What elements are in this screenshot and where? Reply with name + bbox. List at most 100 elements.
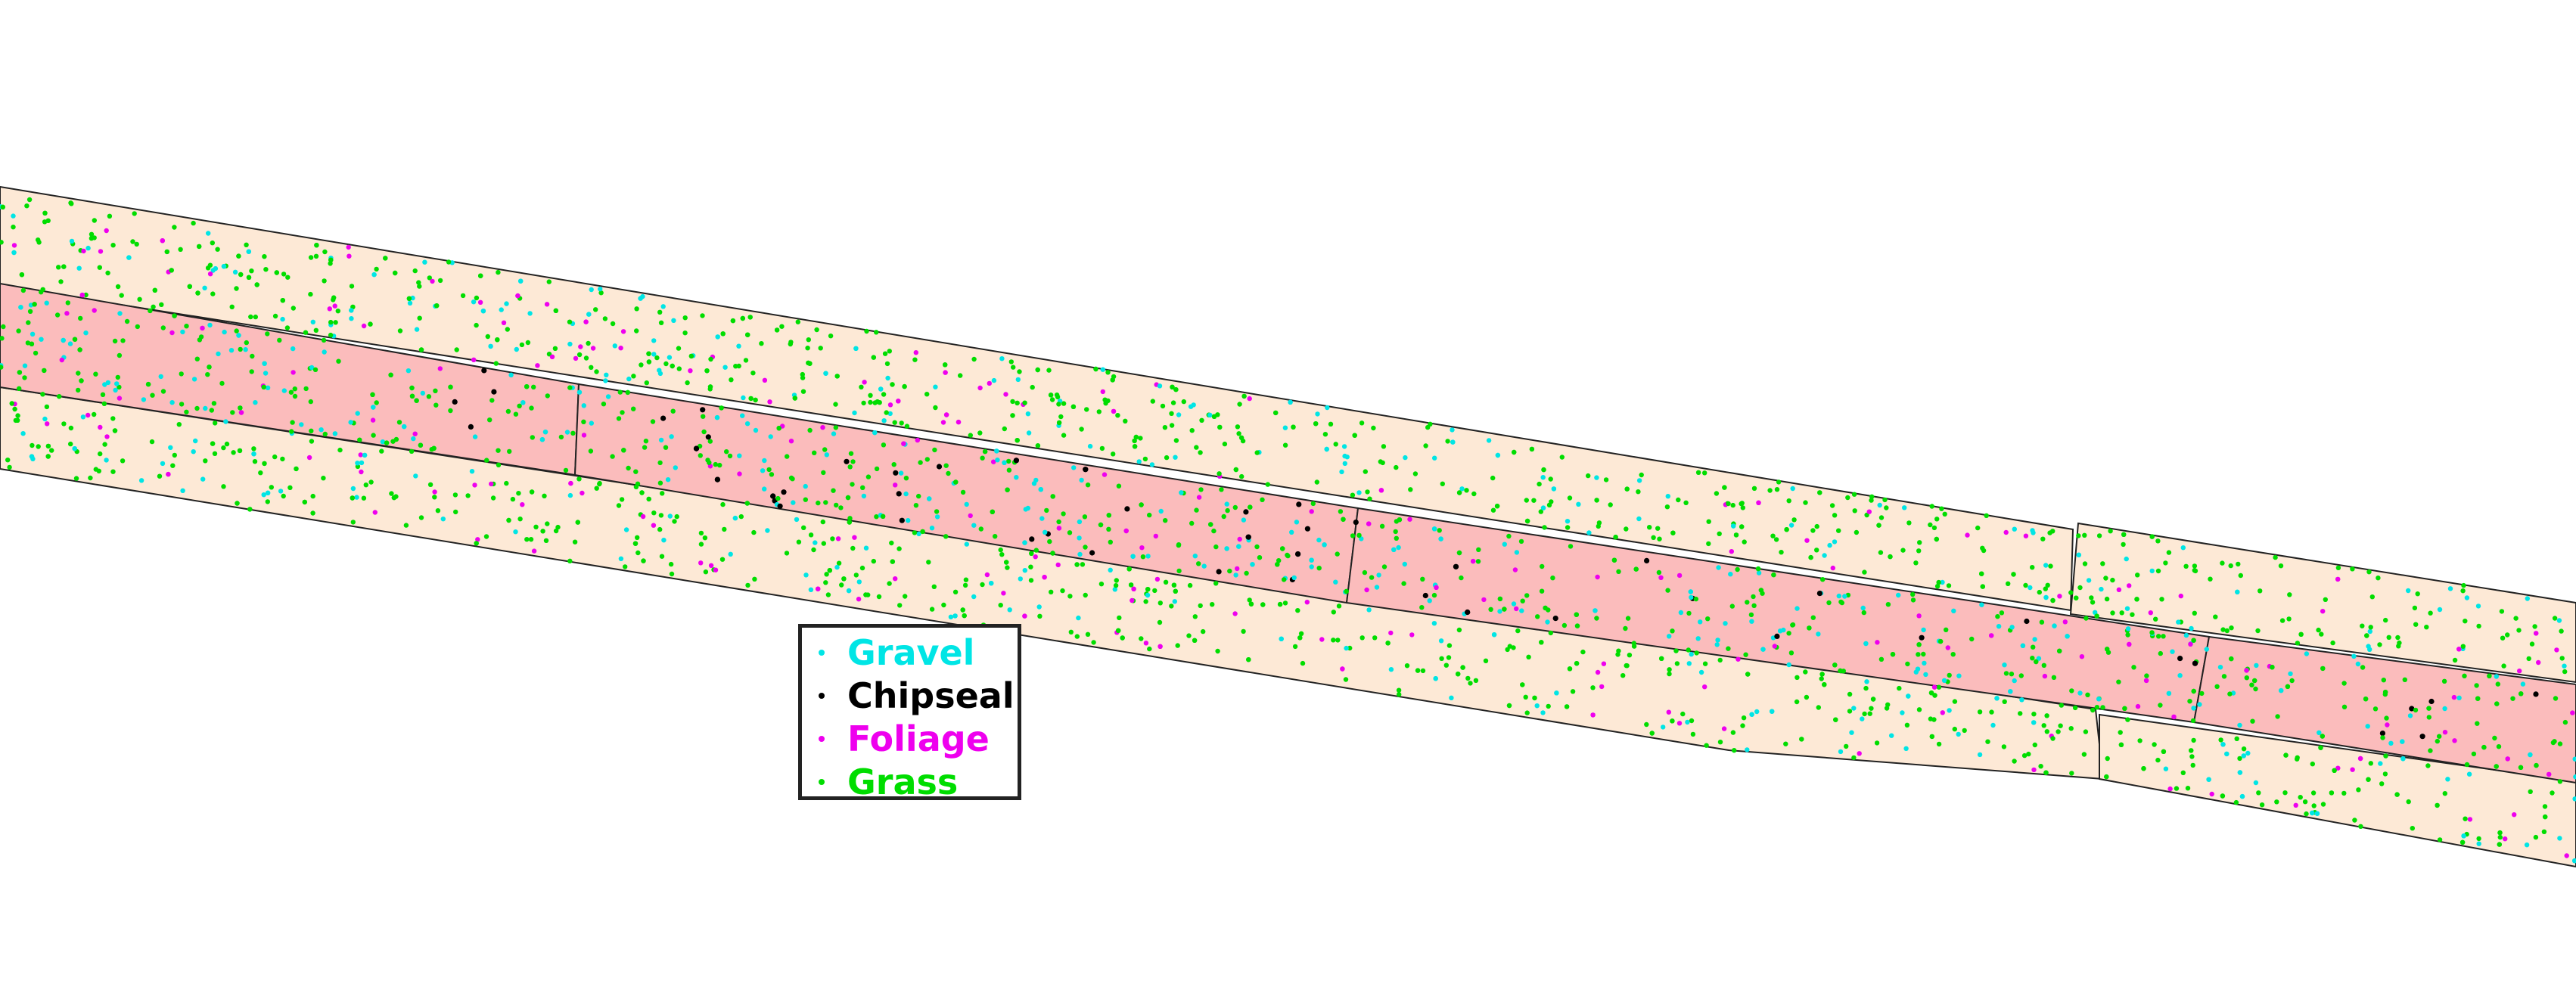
sample-point: [1050, 551, 1055, 556]
sample-point: [354, 495, 359, 500]
legend-label-grass: Grass: [847, 761, 959, 802]
sample-point: [646, 359, 652, 365]
sample-point: [1814, 548, 1819, 553]
sample-point: [520, 502, 525, 507]
sample-point: [524, 537, 530, 542]
sample-point: [1514, 606, 1519, 612]
sample-point: [899, 420, 904, 426]
sample-point: [1098, 582, 1105, 587]
sample-point: [2466, 771, 2472, 777]
sample-point: [658, 320, 664, 325]
sample-point: [2148, 610, 2153, 616]
sample-point: [1131, 586, 1136, 591]
sample-point: [762, 486, 767, 492]
sample-point: [605, 394, 611, 399]
sample-point: [2542, 804, 2548, 809]
sample-point: [1098, 522, 1104, 528]
sample-point: [2135, 703, 2141, 709]
sample-point: [291, 346, 296, 352]
sample-point: [2127, 641, 2132, 647]
sample-point: [1904, 722, 1910, 728]
sample-point: [1804, 694, 1810, 700]
sample-point: [654, 355, 660, 361]
sample-point: [1149, 462, 1155, 467]
sample-point: [1232, 611, 1238, 616]
sample-point: [2288, 671, 2293, 677]
sample-point: [2546, 771, 2552, 777]
sample-point: [707, 439, 713, 444]
sample-point: [567, 558, 573, 563]
sample-point: [816, 500, 821, 506]
sample-point: [2424, 625, 2429, 630]
sample-point: [2052, 623, 2057, 628]
sample-point: [2543, 814, 2548, 820]
sample-point: [882, 351, 888, 356]
sample-point: [1181, 399, 1187, 405]
sample-point: [2159, 597, 2164, 602]
sample-point: [578, 344, 583, 349]
sample-point: [2407, 713, 2413, 718]
sample-point: [2459, 839, 2466, 846]
sample-point: [2105, 756, 2110, 762]
sample-point: [1106, 513, 1112, 518]
sample-point: [409, 448, 415, 454]
sample-point: [545, 521, 550, 526]
sample-point: [1014, 475, 1019, 480]
sample-point: [2082, 532, 2087, 538]
sample-point: [2074, 595, 2079, 600]
sample-point: [1304, 600, 1310, 605]
sample-point: [657, 480, 663, 486]
sample-point: [2024, 618, 2030, 625]
sample-point: [210, 240, 215, 246]
sample-point: [2409, 706, 2415, 712]
sample-point: [180, 329, 185, 335]
sample-point: [2464, 595, 2470, 600]
sample-point: [2425, 763, 2431, 768]
sample-point: [1237, 402, 1242, 407]
sample-point: [1745, 672, 1751, 677]
sample-point: [1594, 616, 1599, 621]
sample-point: [871, 558, 877, 564]
sample-point: [794, 517, 800, 523]
sample-point: [73, 476, 79, 481]
legend: Gravel Chipseal Foliage Grass: [798, 624, 1021, 800]
sample-point: [371, 405, 376, 410]
sample-point: [1292, 644, 1298, 650]
sample-point: [943, 463, 949, 468]
sample-point: [1723, 621, 1728, 626]
sample-point: [1979, 602, 1984, 607]
sample-point: [2285, 684, 2291, 689]
sample-point: [110, 416, 116, 421]
sample-point: [30, 442, 35, 448]
sample-point: [409, 393, 415, 399]
sample-point: [1698, 669, 1704, 675]
sample-point: [505, 327, 510, 332]
sample-point: [2368, 625, 2373, 630]
sample-point: [83, 292, 89, 298]
sample-point: [688, 368, 693, 374]
sample-point: [1432, 455, 1437, 461]
sample-point: [2287, 592, 2292, 597]
sample-point: [1977, 752, 1983, 758]
sample-point: [238, 405, 243, 411]
sample-point: [1524, 593, 1530, 598]
sample-point: [72, 337, 78, 342]
sample-point: [2094, 705, 2100, 710]
sample-point: [487, 417, 493, 423]
sample-point: [1140, 554, 1146, 560]
sample-point: [968, 513, 973, 519]
sample-point: [2426, 706, 2432, 711]
sample-point: [2552, 616, 2558, 621]
sample-point: [1042, 575, 1047, 580]
sample-point: [2283, 752, 2289, 758]
legend-item-grass: Grass: [819, 760, 1018, 803]
sample-point: [231, 450, 236, 455]
sample-point: [1365, 489, 1370, 495]
sample-point: [1794, 606, 1800, 611]
sample-point: [1523, 694, 1528, 700]
sample-point: [1208, 522, 1213, 527]
sample-point: [1730, 502, 1735, 508]
sample-point: [1294, 520, 1300, 525]
sample-point: [2144, 673, 2149, 678]
sample-point: [76, 387, 81, 393]
